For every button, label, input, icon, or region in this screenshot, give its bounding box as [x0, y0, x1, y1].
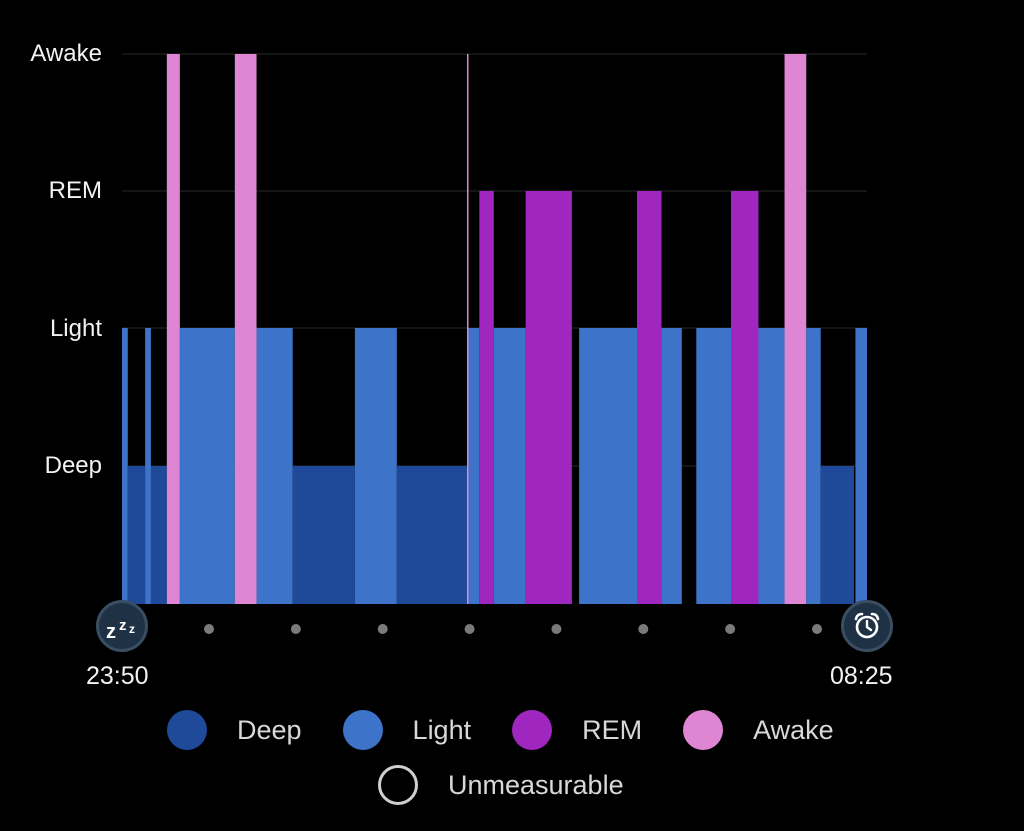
segment-light-22[interactable]: [758, 328, 785, 604]
tick-dot-2: [377, 624, 388, 634]
tick-dot-0: [204, 624, 214, 634]
legend-swatch-deep: [167, 710, 207, 750]
segment-light-18[interactable]: [661, 328, 682, 604]
segment-awake-4[interactable]: [166, 54, 180, 604]
segment-light-9[interactable]: [354, 328, 397, 604]
legend-item-unmeasurable: Unmeasurable: [378, 765, 624, 805]
svg-text:z: z: [119, 617, 127, 634]
svg-text:z: z: [129, 622, 135, 636]
legend-label-awake: Awake: [753, 714, 834, 745]
segment-deep-10[interactable]: [396, 466, 468, 604]
segment-light-16[interactable]: [579, 328, 637, 604]
tick-dot-5: [638, 624, 649, 634]
sleep-zzz-icon: z z z: [106, 617, 135, 641]
wake-end-marker[interactable]: [841, 600, 893, 652]
time-tick-dots: [204, 624, 822, 634]
segment-light-27[interactable]: [855, 328, 867, 604]
tick-dot-4: [551, 624, 562, 634]
segment-light-24[interactable]: [806, 328, 821, 604]
segment-light-2[interactable]: [145, 328, 151, 604]
segment-light-0[interactable]: [122, 328, 128, 604]
legend-item-awake: Awake: [683, 710, 834, 750]
legend-label-deep: Deep: [237, 714, 302, 745]
segment-deep-3[interactable]: [150, 466, 167, 604]
segment-rem-12[interactable]: [479, 191, 494, 604]
legend-swatch-rem: [512, 710, 553, 750]
start-time-label: 23:50: [86, 662, 149, 690]
segment-awake-6[interactable]: [234, 54, 257, 604]
tick-dot-7: [812, 624, 822, 634]
tick-dot-1: [290, 624, 301, 634]
segment-rem-14[interactable]: [525, 191, 572, 604]
legend-label-unmeasurable: Unmeasurable: [448, 769, 624, 800]
segment-rem-21[interactable]: [731, 191, 759, 604]
segment-awake-23[interactable]: [784, 54, 807, 604]
segment-deep-8[interactable]: [292, 466, 355, 604]
segment-rem-17[interactable]: [636, 191, 662, 604]
segment-light-20[interactable]: [696, 328, 732, 604]
legend-swatch-light: [342, 710, 383, 750]
sleep-segments: [122, 54, 867, 604]
legend-item-rem: REM: [512, 710, 642, 750]
end-time-label: 08:25: [830, 662, 893, 690]
segment-light-11[interactable]: [467, 328, 480, 604]
segment-light-13[interactable]: [493, 328, 526, 604]
y-label-rem: REM: [48, 177, 102, 204]
alarm-clock-icon: [854, 612, 880, 639]
legend-label-light: Light: [412, 714, 472, 745]
y-label-deep: Deep: [44, 452, 102, 479]
segment-light-7[interactable]: [256, 328, 293, 604]
sleep-start-marker[interactable]: z z z: [96, 600, 148, 652]
segment-deep-25[interactable]: [820, 466, 854, 604]
legend-item-light: Light: [342, 710, 472, 750]
legend-row-stages: Deep Light REM Awake: [167, 710, 834, 750]
svg-text:z: z: [106, 621, 116, 641]
segment-deep-1[interactable]: [127, 466, 146, 604]
legend-row-unmeasurable: Unmeasurable: [378, 765, 624, 805]
legend-label-rem: REM: [582, 714, 643, 745]
y-label-light: Light: [49, 315, 102, 342]
y-label-awake: Awake: [30, 40, 102, 67]
tick-dot-3: [464, 624, 475, 634]
tick-dot-6: [725, 624, 736, 634]
legend-item-deep: Deep: [167, 710, 302, 750]
segment-light-5[interactable]: [179, 328, 235, 604]
legend-swatch-unmeasurable: [378, 765, 418, 805]
legend-swatch-awake: [683, 710, 724, 750]
